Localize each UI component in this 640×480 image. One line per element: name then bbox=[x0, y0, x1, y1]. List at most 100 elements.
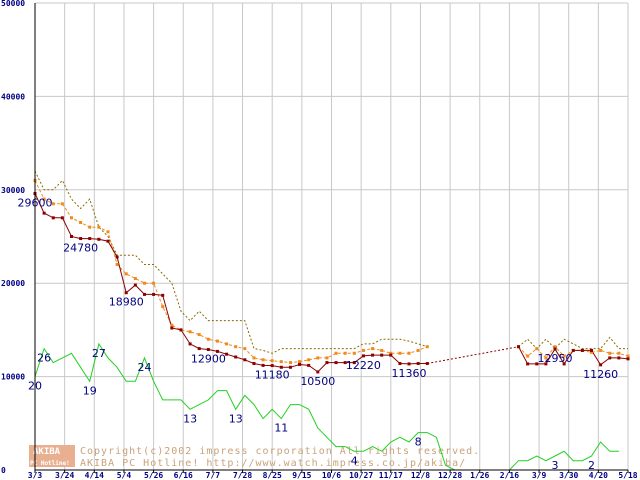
data-point-avg_price bbox=[298, 360, 302, 364]
data-point-avg_price bbox=[407, 351, 411, 355]
series-line-min_price bbox=[34, 193, 428, 373]
data-point-avg_price bbox=[170, 323, 174, 327]
data-point-avg_price bbox=[325, 356, 329, 360]
x-tick-label: 9/15 bbox=[292, 471, 311, 480]
x-tick-label: 3/24 bbox=[55, 471, 74, 480]
y-tick-label: 30000 bbox=[1, 186, 25, 195]
series-line-max_price bbox=[34, 170, 428, 354]
x-tick-label: 10/6 bbox=[322, 471, 341, 480]
data-point-avg_price bbox=[398, 351, 402, 355]
data-point-avg_price bbox=[161, 305, 165, 309]
data-point-min_price bbox=[215, 349, 219, 353]
copyright-line: Copyright(c)2002 impress corporation All… bbox=[80, 446, 480, 457]
data-point-min_price bbox=[571, 348, 575, 352]
data-point-avg_price bbox=[535, 347, 539, 351]
plot-frame bbox=[34, 3, 628, 471]
data-point-avg_price bbox=[288, 361, 292, 365]
data-point-min_price bbox=[106, 239, 110, 243]
data-point-avg_price bbox=[343, 351, 347, 355]
data-point-min_price bbox=[617, 356, 621, 360]
data-point-avg_price bbox=[261, 358, 265, 362]
data-point-min_price bbox=[608, 356, 612, 360]
data-point-min_price bbox=[517, 345, 521, 349]
data-label-min_price: 12900 bbox=[191, 353, 226, 366]
data-point-min_price bbox=[51, 216, 55, 220]
data-label-shop_count: 2 bbox=[588, 459, 595, 472]
data-point-min_price bbox=[79, 237, 83, 241]
data-point-avg_price bbox=[416, 348, 420, 352]
data-point-min_price bbox=[69, 235, 73, 238]
series-line-avg_price bbox=[518, 345, 629, 359]
chart-grid bbox=[34, 2, 629, 471]
data-point-avg_price bbox=[544, 356, 548, 360]
x-tick-label: 12/28 bbox=[438, 471, 462, 480]
data-label-shop_count: 13 bbox=[183, 412, 197, 425]
data-point-avg_price bbox=[380, 348, 384, 352]
data-point-min_price bbox=[279, 365, 283, 369]
data-point-avg_price bbox=[42, 197, 46, 201]
data-label-shop_count: 13 bbox=[229, 412, 243, 425]
data-point-min_price bbox=[288, 365, 292, 369]
x-tick-label: 1/26 bbox=[470, 471, 489, 480]
data-point-min_price bbox=[526, 362, 530, 366]
data-point-avg_price bbox=[252, 356, 256, 360]
data-point-min_price bbox=[580, 348, 584, 352]
data-point-min_price bbox=[243, 358, 247, 362]
x-tick-label: 4/20 bbox=[589, 471, 608, 480]
data-point-min_price bbox=[352, 361, 356, 365]
x-tick-label: 8/25 bbox=[263, 471, 282, 480]
x-tick-label: 3/3 bbox=[28, 471, 43, 480]
data-point-min_price bbox=[170, 326, 174, 330]
y-tick-label: 50000 bbox=[1, 0, 25, 8]
data-point-avg_price bbox=[316, 356, 320, 360]
data-label-min_price: 24780 bbox=[63, 242, 98, 255]
data-point-avg_price bbox=[97, 225, 101, 229]
x-axis: 3/3 3/24 4/14 5/4 5/26 6/16 7/7 7/28 8/25 9/15 10/… bbox=[28, 470, 638, 480]
data-point-avg_price bbox=[389, 351, 393, 355]
data-point-min_price bbox=[544, 362, 548, 366]
data-point-min_price bbox=[343, 361, 347, 365]
data-point-min_price bbox=[115, 255, 119, 259]
x-tick-label: 5/26 bbox=[144, 471, 163, 480]
data-label-min_price: 18980 bbox=[109, 296, 144, 309]
data-point-avg_price bbox=[562, 354, 566, 358]
data-point-avg_price bbox=[590, 350, 594, 354]
site-url-line: AKIBA PC Hotline! http://www.watch.impre… bbox=[80, 458, 466, 469]
data-label-min_price: 10500 bbox=[300, 375, 335, 388]
data-point-avg_price bbox=[526, 354, 530, 358]
data-point-avg_price bbox=[51, 202, 55, 206]
data-label-shop_count: 26 bbox=[37, 352, 51, 365]
y-tick-label: 20000 bbox=[1, 279, 25, 288]
data-point-avg_price bbox=[124, 272, 128, 276]
data-point-min_price bbox=[599, 363, 603, 367]
data-point-min_price bbox=[197, 347, 201, 351]
data-point-avg_price bbox=[188, 330, 192, 334]
x-tick-label: 2/16 bbox=[500, 471, 519, 480]
data-point-avg_price bbox=[270, 359, 274, 363]
data-point-avg_price bbox=[115, 263, 119, 267]
data-point-avg_price bbox=[361, 348, 365, 352]
data-point-min_price bbox=[334, 361, 338, 365]
data-point-avg_price bbox=[617, 351, 621, 355]
data-point-min_price bbox=[97, 237, 101, 241]
data-point-avg_price bbox=[608, 351, 612, 355]
y-tick-label: 10000 bbox=[1, 373, 25, 382]
data-point-avg_price bbox=[69, 216, 73, 220]
data-point-avg_price bbox=[425, 345, 429, 349]
data-point-min_price bbox=[42, 211, 46, 215]
data-point-min_price bbox=[179, 328, 183, 332]
data-point-min_price bbox=[124, 291, 128, 295]
data-point-min_price bbox=[161, 293, 165, 297]
data-point-min_price bbox=[298, 362, 302, 366]
data-point-avg_price bbox=[553, 345, 557, 349]
data-point-avg_price bbox=[88, 225, 92, 229]
data-point-avg_price bbox=[599, 348, 603, 352]
series-line-avg_price bbox=[34, 180, 428, 364]
data-point-min_price bbox=[206, 348, 210, 352]
x-tick-label: 5/4 bbox=[117, 471, 132, 480]
data-point-min_price bbox=[380, 353, 384, 357]
data-point-min_price bbox=[261, 363, 265, 367]
y-tick-label: 40000 bbox=[1, 92, 25, 101]
data-point-min_price bbox=[225, 352, 229, 356]
